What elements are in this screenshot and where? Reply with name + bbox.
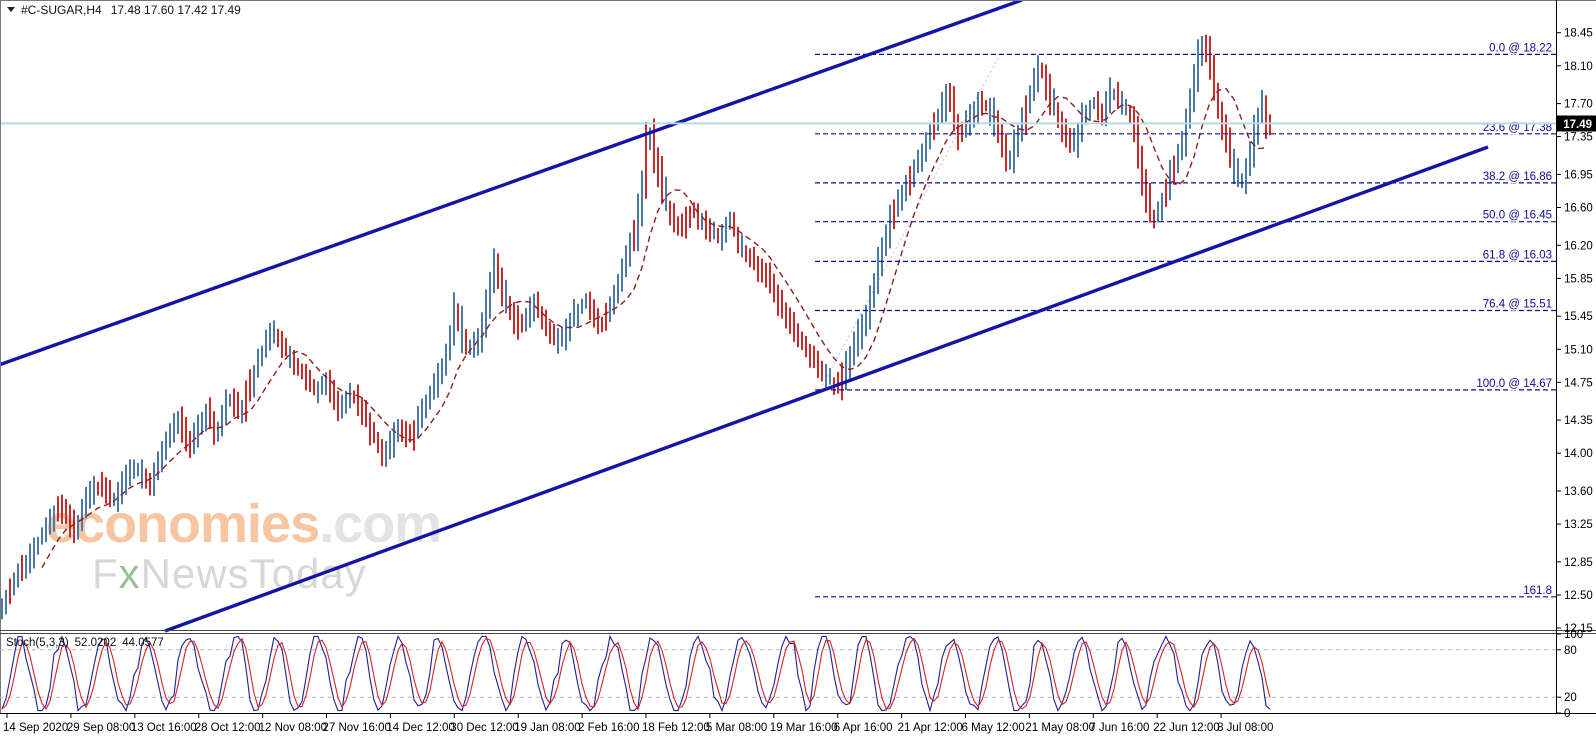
time-axis-label: 29 Sep 08:00 [67,722,135,734]
time-axis-label: 14 Sep 2020 [3,722,68,734]
price-axis-label: 17.35 [1564,132,1593,144]
watermark-tagline: FxNewsToday [92,550,367,597]
time-axis-label: 14 Dec 12:00 [386,722,454,734]
time-axis-label: 27 Nov 16:00 [323,722,391,734]
stoch-axis-label: 80 [1564,645,1577,657]
current-price-tag: 17.49 [1557,115,1596,132]
stoch-panel-area[interactable] [0,634,1556,713]
fib-level-label: 100.0 @ 14.67 [1476,378,1552,390]
time-axis-label: 19 Jan 08:00 [514,722,581,734]
fib-level-label: 38.2 @ 16.86 [1483,171,1552,183]
price-axis-label: 17.70 [1564,99,1593,111]
time-axis-label: 22 Jun 12:00 [1153,722,1220,734]
time-axis-label: 7 Jun 16:00 [1089,722,1149,734]
fib-level-label: 76.4 @ 15.51 [1483,299,1552,311]
time-axis[interactable] [0,713,1596,743]
price-axis-label: 16.60 [1564,203,1593,215]
price-axis-label: 16.20 [1564,240,1593,252]
fib-level-label: 0.0 @ 18.22 [1489,42,1552,54]
stoch-signal-value: 44.0577 [122,637,164,649]
price-axis-label: 16.95 [1564,169,1593,181]
stoch-indicator-label: Stoch(5,3,3)52.020244.0577 [6,637,164,649]
time-axis-label: 30 Dec 12:00 [450,722,518,734]
stoch-axis-label: 100 [1564,629,1583,641]
time-axis-label: 28 Oct 12:00 [195,722,261,734]
fib-level-label: 50.0 @ 16.45 [1483,210,1552,222]
price-axis-label: 15.45 [1564,311,1593,323]
current-price-value: 17.49 [1563,119,1592,131]
time-axis-label: 6 Apr 16:00 [834,722,893,734]
time-axis-label: 18 Feb 12:00 [642,722,710,734]
ohlc-quote: 17.48 17.60 17.42 17.49 [111,3,241,17]
current-price-box [1557,115,1596,132]
stoch-signal-line [1,637,1271,711]
fib-baseline [819,54,1001,391]
price-axis-label: 13.60 [1564,486,1593,498]
stoch-axis-label: 0 [1564,708,1570,720]
price-axis-label: 13.25 [1564,519,1593,531]
price-axis-label: 14.00 [1564,448,1593,460]
stoch-main-value: 52.0202 [75,637,117,649]
fib-level-label: 61.8 @ 16.03 [1483,249,1552,261]
symbol-title: #C-SUGAR,H417.48 17.60 17.42 17.49 [21,3,241,17]
time-axis-label: 13 Oct 16:00 [131,722,197,734]
time-axis-label: 5 Mar 08:00 [706,722,767,734]
price-axis-label: 14.75 [1564,377,1593,389]
stoch-main-line [1,634,1271,713]
channel-upper-line [0,0,1023,367]
symbol-dropdown-icon[interactable] [7,7,15,12]
channel-lower-line [164,145,1489,633]
main-chart-area[interactable] [0,0,1556,630]
price-axis-label: 12.85 [1564,557,1593,569]
price-axis-label: 15.85 [1564,273,1593,285]
time-axis-label: 21 Apr 12:00 [898,722,963,734]
moving-average-line [41,87,1267,568]
price-axis-label: 18.10 [1564,61,1593,73]
price-axis-label: 15.10 [1564,344,1593,356]
time-axis-label: 21 May 08:00 [1025,722,1095,734]
price-axis-label: 14.35 [1564,415,1593,427]
price-axis-label: 12.50 [1564,590,1593,602]
stoch-axis-label: 20 [1564,692,1577,704]
price-axis-label: 18.45 [1564,28,1593,40]
time-axis-label: 12 Nov 08:00 [259,722,327,734]
fib-level-label: 161.8 [1523,585,1552,597]
time-axis-label: 19 Mar 16:00 [770,722,838,734]
time-axis-label: 6 May 12:00 [962,722,1025,734]
price-axis-label: 12.15 [1564,623,1593,635]
watermark-brand: economies.com [46,494,441,554]
time-axis-label: 8 Jul 08:00 [1217,722,1273,734]
time-axis-label: 2 Feb 16:00 [578,722,639,734]
price-axis[interactable] [1556,0,1596,713]
